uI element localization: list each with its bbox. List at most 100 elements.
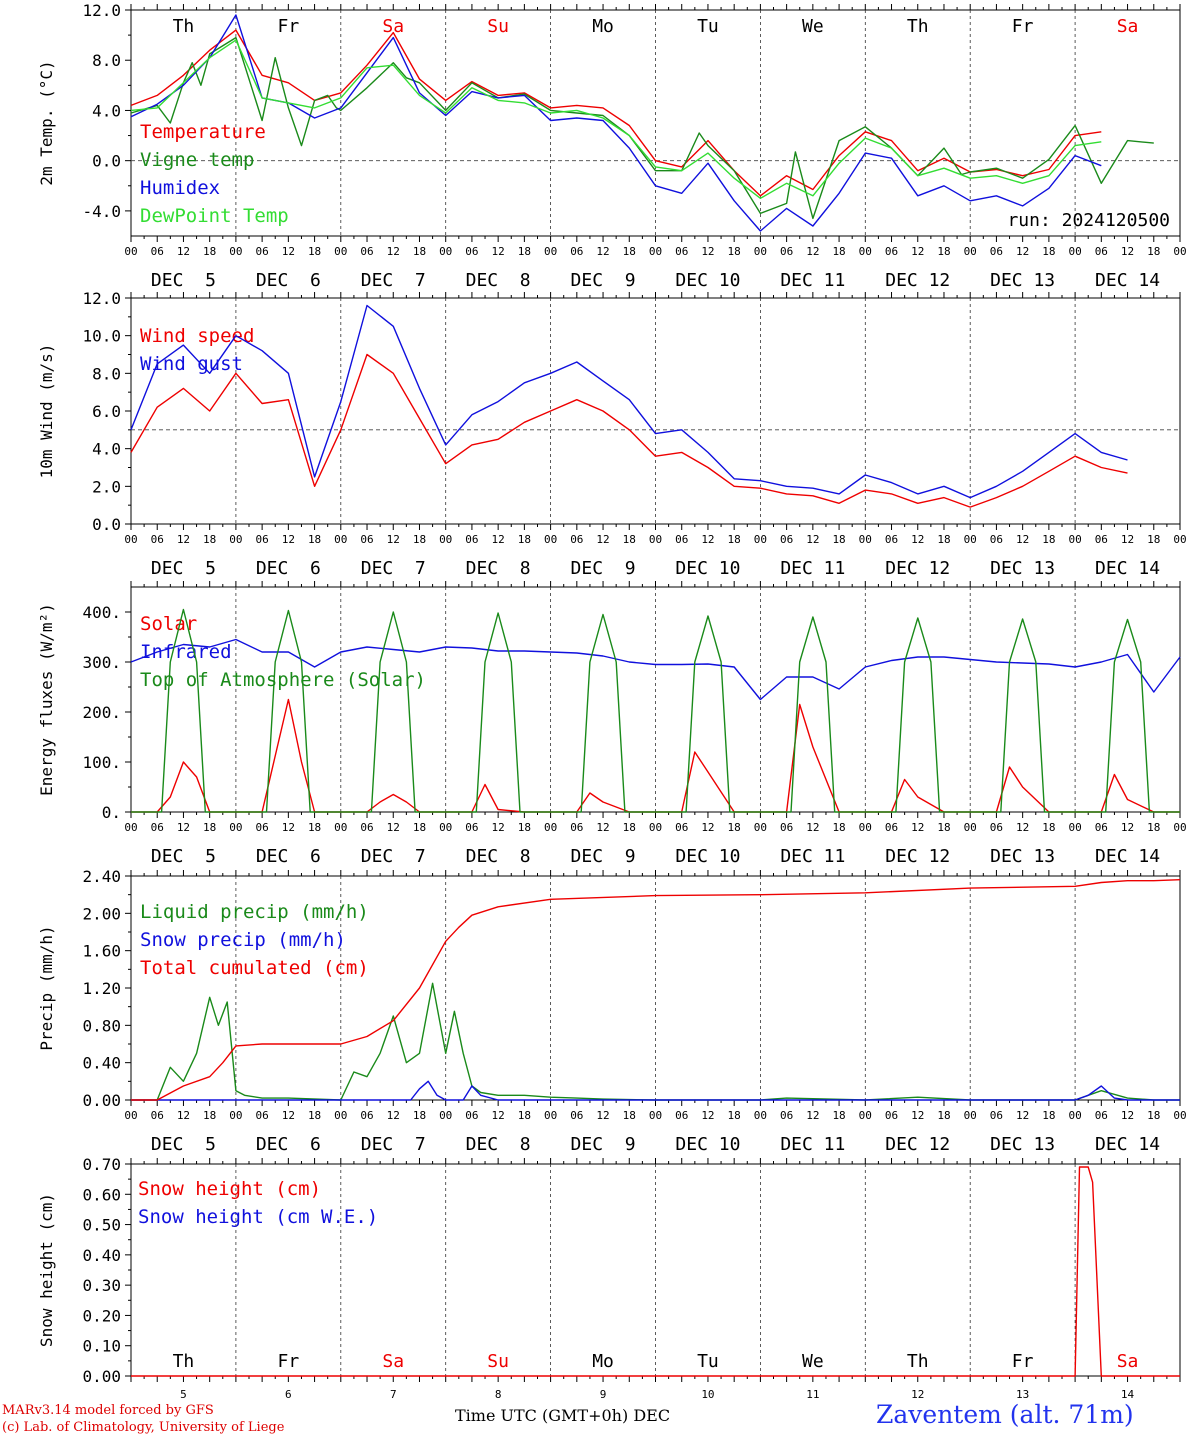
hour-tick-label: 12 xyxy=(911,533,924,546)
station-name: Zaventem (alt. 71m) xyxy=(876,1400,1134,1429)
hour-tick-label: 00 xyxy=(649,245,662,258)
legend-entry: Temperature xyxy=(140,121,266,143)
hour-tick-label: 06 xyxy=(1095,245,1108,258)
weekday-label: We xyxy=(802,1351,824,1372)
hour-tick-label: 00 xyxy=(229,245,242,258)
hour-tick-label: 18 xyxy=(203,245,216,258)
hour-tick-label: 00 xyxy=(229,821,242,834)
hour-tick-label: 06 xyxy=(780,533,793,546)
hour-tick-label: 06 xyxy=(465,245,478,258)
hour-tick-label: 12 xyxy=(387,245,400,258)
hour-tick-label: 12 xyxy=(1016,1109,1029,1122)
date-label: DEC 14 xyxy=(1095,846,1160,867)
date-label: DEC 10 xyxy=(675,558,740,579)
hour-tick-label: 18 xyxy=(518,821,531,834)
hour-tick-label: 06 xyxy=(885,821,898,834)
y-axis-label: 10m Wind (m/s) xyxy=(37,344,56,479)
date-label: DEC 8 xyxy=(466,1134,531,1155)
date-label: 13 xyxy=(1016,1388,1029,1401)
series-line-2 xyxy=(131,1080,1180,1101)
hour-tick-label: 18 xyxy=(413,533,426,546)
hour-tick-label: 00 xyxy=(1068,1109,1081,1122)
hour-tick-label: 18 xyxy=(728,245,741,258)
date-label: DEC 9 xyxy=(571,1134,636,1155)
hour-tick-label: 00 xyxy=(334,533,347,546)
y-tick-label: 400. xyxy=(82,603,121,622)
hour-tick-label: 18 xyxy=(728,1109,741,1122)
date-label: 12 xyxy=(911,1388,924,1401)
hour-tick-label: 18 xyxy=(1042,245,1055,258)
hour-tick-label: 12 xyxy=(282,245,295,258)
date-label: DEC 12 xyxy=(885,1134,950,1155)
hour-tick-label: 00 xyxy=(754,1109,767,1122)
hour-tick-label: 18 xyxy=(937,821,950,834)
hour-tick-label: 06 xyxy=(151,821,164,834)
hour-tick-label: 00 xyxy=(859,821,872,834)
hour-tick-label: 18 xyxy=(728,533,741,546)
chart-panel-2: 12.0 10.0 8.0 6.0 4.0 2.0 0.0 10m Wind (m/s) 00 0… xyxy=(37,289,1187,579)
hour-tick-label: 06 xyxy=(465,821,478,834)
date-label: DEC 11 xyxy=(780,1134,845,1155)
hour-tick-label: 00 xyxy=(124,821,137,834)
hour-tick-label: 06 xyxy=(151,245,164,258)
hour-tick-label: 00 xyxy=(439,533,452,546)
hour-tick-label: 06 xyxy=(990,821,1003,834)
hour-tick-label: 00 xyxy=(439,1109,452,1122)
hour-tick-label: 00 xyxy=(544,821,557,834)
hour-tick-label: 12 xyxy=(282,821,295,834)
hour-tick-label: 12 xyxy=(492,821,505,834)
hour-tick-label: 12 xyxy=(596,1109,609,1122)
hour-tick-label: 12 xyxy=(806,245,819,258)
series-line-3 xyxy=(130,14,1102,232)
y-tick-label: 0.00 xyxy=(82,1091,121,1110)
date-label: DEC 6 xyxy=(256,1134,321,1155)
hour-tick-label: 00 xyxy=(544,533,557,546)
legend-entry: Snow height (cm) xyxy=(138,1178,321,1200)
y-tick-label: 4.0 xyxy=(92,101,121,120)
hour-tick-label: 12 xyxy=(387,533,400,546)
hour-tick-label: 12 xyxy=(596,821,609,834)
y-tick-label: 100. xyxy=(82,753,121,772)
hour-tick-label: 00 xyxy=(229,1109,242,1122)
weekday-label: Th xyxy=(173,16,195,37)
series-line-3 xyxy=(131,879,1181,1101)
hour-tick-label: 06 xyxy=(256,1109,269,1122)
hour-tick-label: 12 xyxy=(177,533,190,546)
legend-entry: Snow height (cm W.E.) xyxy=(138,1206,378,1228)
date-label: DEC 9 xyxy=(571,270,636,291)
y-tick-label: 10.0 xyxy=(82,327,121,346)
weekday-label: Tu xyxy=(697,16,719,37)
time-axis-month: DEC xyxy=(633,1406,671,1425)
date-label: DEC 12 xyxy=(885,846,950,867)
date-label: DEC 8 xyxy=(466,558,531,579)
date-label: DEC 9 xyxy=(571,558,636,579)
date-label: DEC 12 xyxy=(885,558,950,579)
date-label: DEC 14 xyxy=(1095,558,1160,579)
hour-tick-label: 00 xyxy=(964,1109,977,1122)
y-tick-label: 0.40 xyxy=(82,1246,121,1265)
hour-tick-label: 12 xyxy=(806,821,819,834)
hour-tick-label: 06 xyxy=(360,533,373,546)
date-label: 10 xyxy=(701,1388,714,1401)
y-axis-label: Snow height (cm) xyxy=(37,1193,56,1347)
hour-tick-label: 00 xyxy=(1173,533,1186,546)
legend-entry: Total cumulated (cm) xyxy=(140,957,369,979)
date-label: 5 xyxy=(180,1388,187,1401)
y-tick-label: 0.40 xyxy=(82,1054,121,1073)
hour-tick-label: 12 xyxy=(177,1109,190,1122)
hour-tick-label: 00 xyxy=(439,821,452,834)
hour-tick-label: 00 xyxy=(964,533,977,546)
y-tick-label: 0.80 xyxy=(82,1016,121,1035)
date-label: DEC 8 xyxy=(466,270,531,291)
hour-tick-label: 06 xyxy=(1095,533,1108,546)
date-label: DEC 5 xyxy=(151,270,216,291)
hour-tick-label: 18 xyxy=(203,821,216,834)
y-tick-label: 6.0 xyxy=(92,402,121,421)
series-line-1 xyxy=(131,982,1180,1101)
hour-tick-label: 00 xyxy=(859,533,872,546)
hour-tick-label: 00 xyxy=(1068,533,1081,546)
weekday-label: Mo xyxy=(592,1351,614,1372)
hour-tick-label: 12 xyxy=(911,245,924,258)
hour-tick-label: 18 xyxy=(832,245,845,258)
hour-tick-label: 12 xyxy=(492,1109,505,1122)
